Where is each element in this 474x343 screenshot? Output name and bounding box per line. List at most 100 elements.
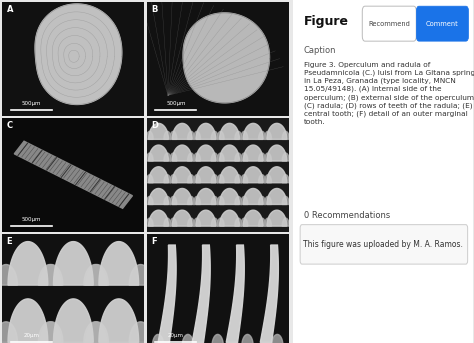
Polygon shape (129, 264, 152, 285)
Polygon shape (188, 218, 195, 226)
Polygon shape (84, 264, 107, 285)
Polygon shape (241, 131, 248, 139)
Text: This figure was uploaded by M. A. Ramos.: This figure was uploaded by M. A. Ramos. (303, 240, 463, 249)
Polygon shape (211, 175, 219, 183)
Text: F: F (151, 237, 156, 246)
Polygon shape (146, 197, 153, 204)
Polygon shape (129, 322, 152, 342)
Polygon shape (172, 123, 192, 139)
Polygon shape (170, 197, 177, 204)
Polygon shape (235, 131, 242, 139)
Polygon shape (241, 218, 248, 226)
Polygon shape (188, 153, 195, 161)
Polygon shape (152, 334, 164, 343)
Polygon shape (170, 175, 177, 183)
Polygon shape (235, 153, 242, 161)
Polygon shape (148, 188, 168, 204)
Polygon shape (211, 131, 219, 139)
Polygon shape (219, 123, 239, 139)
Polygon shape (264, 197, 272, 204)
Polygon shape (164, 218, 171, 226)
Polygon shape (241, 175, 248, 183)
Polygon shape (193, 197, 201, 204)
Polygon shape (99, 299, 139, 342)
Polygon shape (40, 322, 63, 342)
Polygon shape (243, 167, 263, 183)
Polygon shape (192, 245, 210, 342)
Polygon shape (196, 123, 216, 139)
Polygon shape (235, 175, 242, 183)
Polygon shape (0, 264, 18, 285)
Polygon shape (182, 334, 193, 343)
Polygon shape (211, 197, 219, 204)
Polygon shape (148, 123, 168, 139)
Text: B: B (151, 5, 157, 14)
Polygon shape (217, 153, 224, 161)
Polygon shape (196, 188, 216, 204)
Polygon shape (54, 241, 93, 285)
Polygon shape (193, 131, 201, 139)
Polygon shape (164, 175, 171, 183)
Text: 20μm: 20μm (168, 333, 184, 338)
Polygon shape (217, 218, 224, 226)
Polygon shape (267, 145, 287, 161)
Polygon shape (164, 131, 171, 139)
Polygon shape (148, 145, 168, 161)
Polygon shape (235, 218, 242, 226)
Polygon shape (146, 218, 153, 226)
Polygon shape (243, 210, 263, 226)
Text: E: E (7, 237, 12, 246)
Polygon shape (259, 218, 265, 226)
Polygon shape (84, 322, 107, 342)
Polygon shape (212, 334, 223, 343)
Polygon shape (282, 131, 289, 139)
Polygon shape (86, 322, 108, 342)
Polygon shape (38, 264, 61, 285)
Polygon shape (35, 4, 122, 105)
Text: C: C (7, 121, 13, 130)
Polygon shape (188, 197, 195, 204)
FancyBboxPatch shape (416, 6, 468, 41)
Polygon shape (259, 131, 265, 139)
Polygon shape (193, 218, 201, 226)
Polygon shape (8, 299, 48, 342)
Polygon shape (267, 210, 287, 226)
Polygon shape (14, 141, 132, 208)
Polygon shape (183, 13, 270, 103)
Polygon shape (196, 145, 216, 161)
Polygon shape (148, 210, 168, 226)
Polygon shape (86, 264, 108, 285)
Polygon shape (0, 322, 18, 342)
Text: D: D (151, 121, 158, 130)
Polygon shape (164, 197, 171, 204)
Polygon shape (170, 131, 177, 139)
Polygon shape (260, 245, 278, 342)
Polygon shape (170, 218, 177, 226)
Text: A: A (7, 5, 13, 14)
Text: Recommend: Recommend (368, 21, 410, 27)
Text: 500μm: 500μm (22, 216, 41, 222)
Polygon shape (282, 175, 289, 183)
Polygon shape (217, 131, 224, 139)
Polygon shape (264, 218, 272, 226)
Polygon shape (8, 241, 48, 285)
Polygon shape (264, 131, 272, 139)
Polygon shape (241, 197, 248, 204)
Polygon shape (264, 153, 272, 161)
FancyBboxPatch shape (362, 6, 416, 41)
Polygon shape (146, 153, 153, 161)
Polygon shape (148, 167, 168, 183)
Text: Caption: Caption (304, 46, 336, 55)
Polygon shape (267, 188, 287, 204)
Polygon shape (226, 245, 244, 342)
Polygon shape (172, 167, 192, 183)
Polygon shape (264, 175, 272, 183)
Polygon shape (172, 210, 192, 226)
Polygon shape (188, 131, 195, 139)
Polygon shape (54, 299, 93, 342)
Polygon shape (99, 241, 139, 285)
Polygon shape (282, 153, 289, 161)
Polygon shape (211, 218, 219, 226)
Polygon shape (40, 264, 63, 285)
Polygon shape (267, 123, 287, 139)
